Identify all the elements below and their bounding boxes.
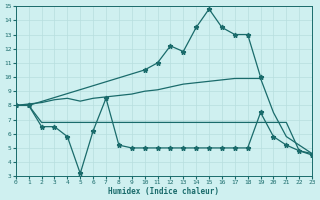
X-axis label: Humidex (Indice chaleur): Humidex (Indice chaleur) bbox=[108, 187, 220, 196]
